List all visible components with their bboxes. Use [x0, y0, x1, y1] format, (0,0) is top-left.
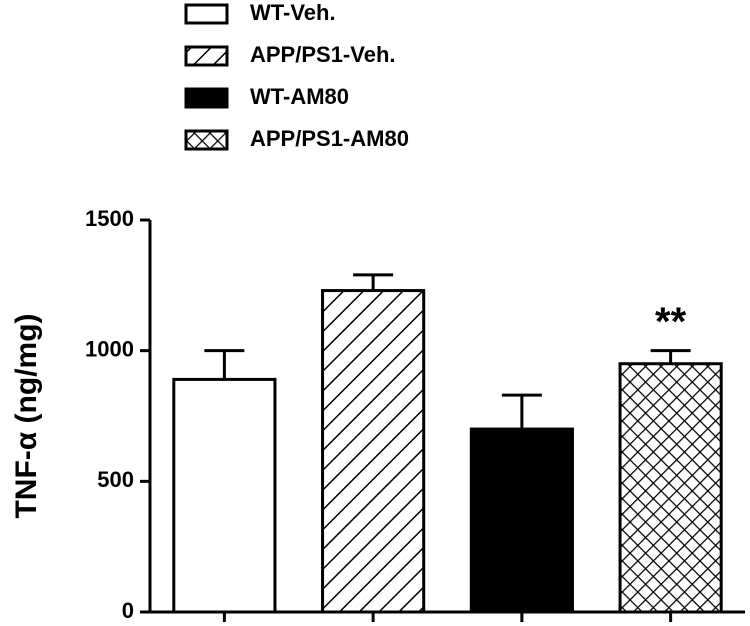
bar — [321, 289, 426, 614]
legend-swatch — [184, 45, 229, 67]
legend-label: APP/PS1-AM80 — [250, 126, 409, 151]
legend-swatch — [184, 3, 229, 25]
legend-label: WT-AM80 — [250, 84, 349, 109]
legend-label: WT-Veh. — [250, 0, 336, 25]
y-tick-label: 0 — [122, 598, 134, 623]
bar — [618, 362, 723, 614]
bar — [469, 427, 574, 614]
legend-label: APP/PS1-Veh. — [250, 42, 396, 67]
y-axis-label: TNF-α (ng/mg) — [10, 313, 43, 518]
annotation: ** — [655, 300, 687, 344]
bar — [172, 377, 277, 614]
y-tick-label: 1500 — [85, 206, 134, 231]
y-tick-label: 500 — [97, 467, 134, 492]
legend-swatch — [184, 129, 229, 151]
legend-swatch — [184, 87, 229, 109]
y-tick-label: 1000 — [85, 336, 134, 361]
